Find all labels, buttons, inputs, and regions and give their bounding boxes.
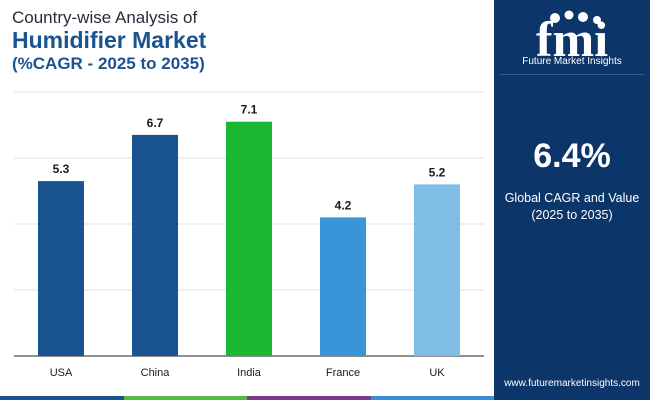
bar-chart: 5.3 USA 6.7 China 7.1 India 4.2 France 5.2 UK xyxy=(14,91,484,379)
footer-color-bar xyxy=(0,396,494,400)
global-cagr-period: (2025 to 2035) xyxy=(531,208,613,222)
data-label-usa: 5.3 xyxy=(53,162,70,176)
x-tick-label-uk: UK xyxy=(429,367,445,379)
footer-color-segment xyxy=(370,396,494,400)
bar-india xyxy=(226,121,272,356)
title-line-3: (%CAGR - 2025 to 2035) xyxy=(12,54,205,73)
logo-leaf-icon xyxy=(564,10,574,20)
bar-uk xyxy=(414,184,460,356)
x-tick-label-usa: USA xyxy=(50,367,73,379)
footer-color-segment xyxy=(123,396,247,400)
data-label-uk: 5.2 xyxy=(429,165,446,179)
x-tick-label-france: France xyxy=(326,367,360,379)
data-label-france: 4.2 xyxy=(335,198,352,212)
x-tick-label-china: China xyxy=(141,367,171,379)
global-cagr-value: 6.4% xyxy=(533,137,611,175)
bar-china xyxy=(132,134,178,356)
chart-title-block: Country-wise Analysis of Humidifier Mark… xyxy=(12,8,482,74)
sidebar-panel: fmi Future Market Insights 6.4% Global C… xyxy=(494,0,650,400)
global-cagr-label: Global CAGR and Value xyxy=(504,191,640,205)
logo-cog-icon xyxy=(593,16,601,24)
logo-figure-icon xyxy=(578,12,588,22)
brand-name: Future Market Insights xyxy=(522,56,622,67)
footer-color-segment xyxy=(0,396,124,400)
x-tick-label-india: India xyxy=(237,367,262,379)
data-label-china: 6.7 xyxy=(147,116,164,130)
data-label-india: 7.1 xyxy=(241,103,258,117)
logo-globe-icon xyxy=(550,13,560,23)
title-line-2: Humidifier Market xyxy=(12,27,207,53)
title-line-1: Country-wise Analysis of xyxy=(12,8,198,27)
fmi-logo: fmi xyxy=(536,10,608,67)
website-url[interactable]: www.futuremarketinsights.com xyxy=(504,378,640,389)
footer-color-segment xyxy=(247,396,371,400)
bar-france xyxy=(320,217,366,356)
bar-usa xyxy=(38,181,84,356)
sidebar-divider xyxy=(500,74,644,75)
